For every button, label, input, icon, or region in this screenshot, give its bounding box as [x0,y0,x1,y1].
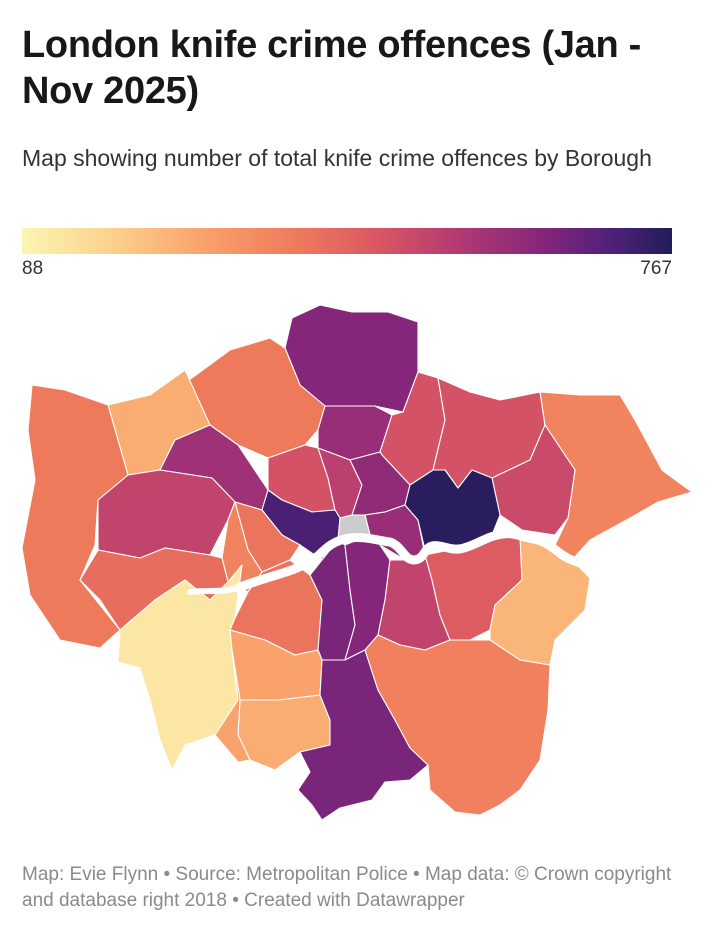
borough-barking-dagenham[interactable] [491,424,576,536]
footer-credits: Map: Evie Flynn • Source: Metropolitan P… [22,864,672,911]
color-legend: 88 767 [22,228,672,284]
borough-newham[interactable] [404,469,501,551]
river-thames-west [187,585,241,595]
chart-title: London knife crime offences (Jan - Nov 2… [22,24,642,112]
map-svg [21,304,693,821]
legend-labels: 88 767 [22,258,672,284]
river-thames [233,529,605,593]
borough-bromley[interactable] [364,634,551,816]
borough-sutton[interactable] [214,649,251,763]
borough-ealing[interactable] [97,469,236,559]
london-borough-map [0,295,712,835]
legend-gradient-bar [22,228,672,254]
chart-subtitle: Map showing number of total knife crime … [22,145,652,171]
legend-max-label: 767 [640,258,672,279]
boroughs-group [21,304,693,821]
legend-min-label: 88 [22,258,44,279]
